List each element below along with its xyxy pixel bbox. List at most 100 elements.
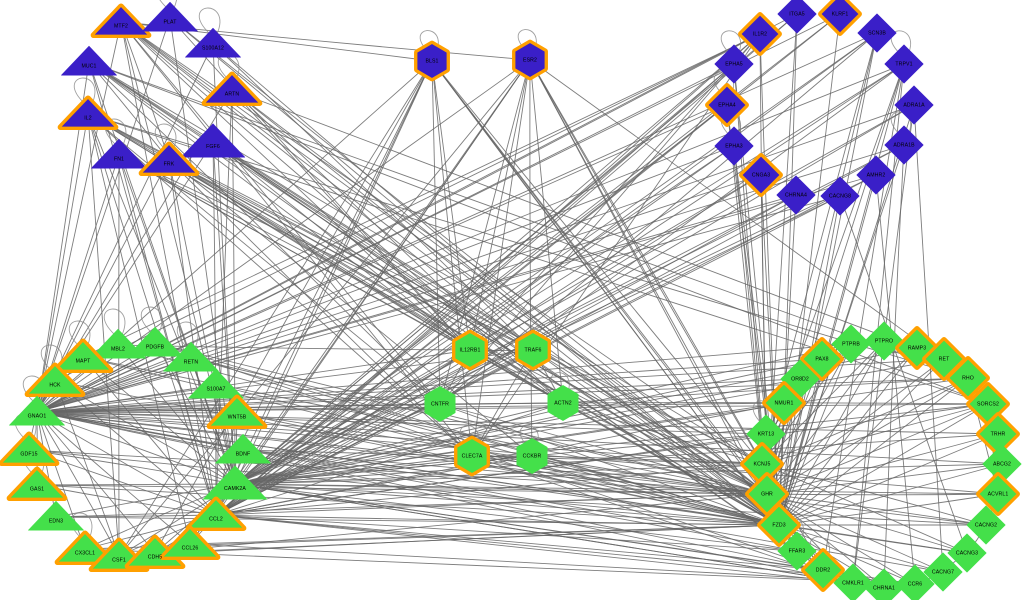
node-shape-triangle[interactable] bbox=[54, 340, 112, 371]
node-shape-diamond[interactable] bbox=[707, 85, 747, 125]
node-shape-diamond[interactable] bbox=[714, 126, 754, 166]
node-shape-diamond[interactable] bbox=[884, 125, 924, 165]
graph-node-actn2[interactable] bbox=[547, 385, 579, 421]
node-shape-diamond[interactable] bbox=[923, 552, 963, 592]
graph-node-chrna1[interactable] bbox=[864, 568, 904, 600]
graph-node-cacng8[interactable] bbox=[820, 176, 860, 216]
graph-node-ffar3[interactable] bbox=[777, 531, 817, 571]
node-shape-diamond[interactable] bbox=[777, 531, 817, 571]
node-shape-diamond[interactable] bbox=[820, 176, 860, 216]
node-shape-hexagon[interactable] bbox=[454, 331, 486, 369]
node-shape-triangle[interactable] bbox=[185, 27, 241, 58]
graph-node-cacng3[interactable] bbox=[947, 533, 987, 573]
node-shape-diamond[interactable] bbox=[864, 321, 904, 361]
node-shape-diamond[interactable] bbox=[966, 505, 1006, 545]
node-shape-hexagon[interactable] bbox=[416, 42, 448, 80]
graph-node-acvrl1[interactable] bbox=[976, 472, 1020, 516]
graph-node-cacng7[interactable] bbox=[923, 552, 963, 592]
graph-node-mapt[interactable] bbox=[52, 338, 114, 373]
graph-node-ccl2[interactable] bbox=[185, 496, 247, 531]
graph-node-cx3cl1[interactable] bbox=[54, 530, 116, 565]
graph-node-traf6[interactable] bbox=[515, 329, 551, 371]
node-shape-diamond[interactable] bbox=[802, 339, 842, 379]
graph-node-il12rb1[interactable] bbox=[452, 329, 488, 371]
node-shape-triangle[interactable] bbox=[180, 123, 246, 158]
node-shape-hexagon[interactable] bbox=[516, 438, 548, 474]
node-shape-triangle[interactable] bbox=[8, 468, 66, 499]
graph-node-gnao1[interactable] bbox=[9, 395, 65, 426]
graph-node-bls1[interactable] bbox=[414, 40, 450, 82]
graph-node-clec7a[interactable] bbox=[454, 435, 490, 477]
graph-node-il2[interactable] bbox=[57, 95, 119, 130]
node-shape-triangle[interactable] bbox=[61, 45, 117, 76]
node-shape-diamond[interactable] bbox=[978, 474, 1018, 514]
graph-node-edn3[interactable] bbox=[28, 500, 84, 531]
graph-node-s100a7[interactable] bbox=[188, 368, 244, 399]
graph-node-ccl26[interactable] bbox=[159, 525, 221, 560]
graph-node-artn[interactable] bbox=[201, 71, 263, 106]
graph-node-epha3[interactable] bbox=[714, 126, 754, 166]
node-shape-triangle[interactable] bbox=[215, 433, 271, 464]
graph-node-ptpro[interactable] bbox=[864, 321, 904, 361]
graph-node-muc1[interactable] bbox=[61, 45, 117, 76]
node-shape-diamond[interactable] bbox=[884, 44, 924, 84]
graph-node-cmklr1[interactable] bbox=[833, 563, 873, 600]
graph-node-mbl2[interactable] bbox=[90, 328, 146, 359]
node-shape-triangle[interactable] bbox=[187, 498, 245, 529]
node-shape-diamond[interactable] bbox=[857, 13, 897, 53]
graph-node-pdgfb[interactable] bbox=[127, 326, 183, 357]
node-shape-triangle[interactable] bbox=[127, 326, 183, 357]
node-shape-triangle[interactable] bbox=[26, 364, 84, 395]
graph-node-nmur1[interactable] bbox=[762, 381, 806, 425]
node-shape-diamond[interactable] bbox=[764, 383, 804, 423]
graph-node-ccr6[interactable] bbox=[895, 564, 935, 600]
graph-node-hck[interactable] bbox=[24, 362, 86, 397]
node-shape-diamond[interactable] bbox=[776, 175, 816, 215]
graph-node-cacng2[interactable] bbox=[966, 505, 1006, 545]
graph-node-klrf1[interactable] bbox=[818, 0, 862, 36]
node-shape-diamond[interactable] bbox=[948, 358, 988, 398]
graph-node-itga5[interactable] bbox=[777, 0, 817, 34]
node-shape-hexagon[interactable] bbox=[517, 331, 549, 369]
node-shape-diamond[interactable] bbox=[803, 550, 843, 590]
graph-node-pax8[interactable] bbox=[800, 337, 844, 381]
node-shape-diamond[interactable] bbox=[895, 564, 935, 600]
graph-node-retn[interactable] bbox=[163, 341, 219, 372]
node-shape-triangle[interactable] bbox=[92, 5, 150, 36]
graph-node-wnt5b[interactable] bbox=[206, 394, 268, 429]
graph-node-s100a12[interactable] bbox=[185, 27, 241, 58]
graph-node-epha5[interactable] bbox=[714, 44, 754, 84]
node-shape-triangle[interactable] bbox=[188, 368, 244, 399]
node-shape-diamond[interactable] bbox=[777, 0, 817, 34]
node-shape-triangle[interactable] bbox=[142, 1, 198, 32]
graph-node-fn1[interactable] bbox=[91, 138, 147, 169]
node-shape-triangle[interactable] bbox=[208, 396, 266, 427]
node-shape-diamond[interactable] bbox=[831, 324, 871, 364]
graph-node-esr2[interactable] bbox=[512, 39, 548, 81]
graph-node-bdnf[interactable] bbox=[215, 433, 271, 464]
node-shape-triangle[interactable] bbox=[140, 143, 198, 174]
graph-node-scn3b[interactable] bbox=[857, 13, 897, 53]
graph-node-fgf6[interactable] bbox=[180, 123, 246, 158]
graph-node-ghr[interactable] bbox=[745, 472, 789, 516]
graph-node-chrna4[interactable] bbox=[776, 175, 816, 215]
graph-node-frk[interactable] bbox=[138, 141, 200, 176]
graph-node-camk2a[interactable] bbox=[202, 465, 268, 500]
node-shape-triangle[interactable] bbox=[161, 527, 219, 558]
node-shape-diamond[interactable] bbox=[924, 339, 964, 379]
graph-node-ptprb[interactable] bbox=[831, 324, 871, 364]
node-shape-diamond[interactable] bbox=[856, 155, 896, 195]
graph-node-fzd3[interactable] bbox=[757, 503, 801, 547]
node-shape-diamond[interactable] bbox=[947, 533, 987, 573]
node-shape-triangle[interactable] bbox=[0, 433, 58, 464]
graph-node-adra1b[interactable] bbox=[884, 125, 924, 165]
node-shape-diamond[interactable] bbox=[741, 155, 781, 195]
graph-node-mtf2[interactable] bbox=[90, 3, 152, 38]
graph-node-cntfr[interactable] bbox=[424, 386, 456, 422]
node-shape-diamond[interactable] bbox=[740, 14, 780, 54]
graph-node-amhr2[interactable] bbox=[856, 155, 896, 195]
node-shape-hexagon[interactable] bbox=[514, 41, 546, 79]
node-shape-diamond[interactable] bbox=[714, 44, 754, 84]
